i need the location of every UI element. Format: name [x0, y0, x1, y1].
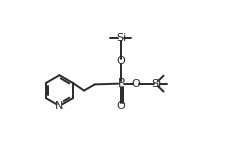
Text: N: N — [55, 101, 64, 111]
Text: Si: Si — [151, 79, 161, 89]
Text: O: O — [132, 79, 141, 89]
Text: O: O — [116, 56, 125, 66]
Text: P: P — [117, 77, 124, 90]
Text: Si: Si — [116, 33, 126, 43]
Text: O: O — [116, 101, 125, 111]
